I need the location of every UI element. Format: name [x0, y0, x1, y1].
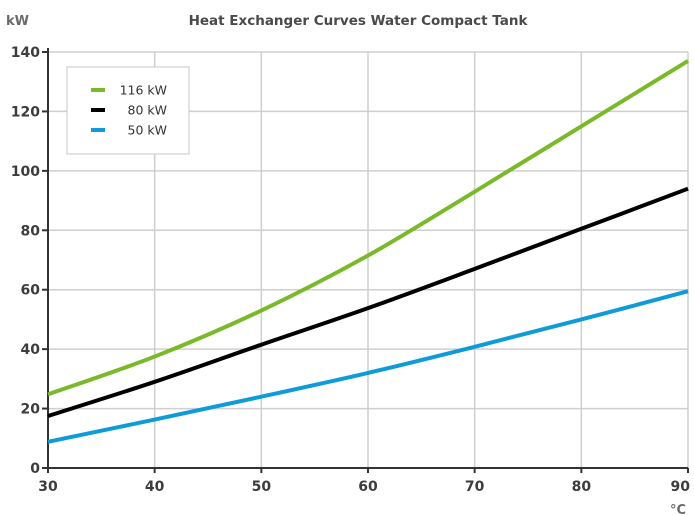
chart-title: Heat Exchanger Curves Water Compact Tank: [189, 13, 529, 29]
x-tick-label: 80: [572, 479, 592, 495]
x-tick-label: 70: [465, 479, 485, 495]
axes: [42, 48, 689, 473]
y-tick-label: 140: [11, 45, 40, 61]
y-axis-unit-label: kW: [6, 14, 29, 29]
series-line: [47, 59, 690, 397]
y-tick-label: 100: [11, 164, 40, 180]
y-tick-label: 60: [21, 283, 41, 299]
legend-box: [66, 66, 190, 155]
y-tick-label: 20: [21, 402, 41, 418]
x-axis-unit-label: °C: [670, 503, 686, 515]
legend-label: 50 kW: [128, 123, 167, 138]
legend: 116 kW 80 kW 50 kW: [66, 66, 190, 155]
y-tick-label: 0: [30, 461, 40, 477]
series-line: [47, 186, 689, 418]
legend-label: 116 kW: [120, 83, 167, 98]
series-lines: [47, 59, 690, 444]
y-tick-label: 80: [21, 223, 41, 239]
x-tick-label: 60: [358, 479, 378, 495]
tick-labels: 0 20 40 60 80 100 120 140 30 40 50 60 70 80 90: [11, 45, 690, 495]
x-tick-label: 90: [671, 479, 691, 495]
legend-label: 80 kW: [128, 103, 167, 118]
x-tick-label: 40: [145, 479, 165, 495]
y-tick-label: 120: [11, 104, 40, 120]
x-tick-label: 30: [38, 479, 58, 495]
series-line: [47, 289, 689, 444]
y-tick-label: 40: [21, 342, 41, 358]
x-tick-label: 50: [252, 479, 272, 495]
